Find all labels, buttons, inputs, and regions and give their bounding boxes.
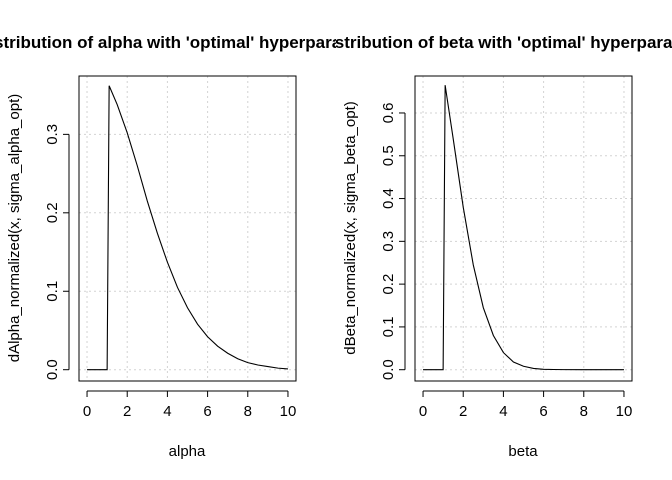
alpha-y-tick-label: 0.2 <box>44 202 61 223</box>
beta-x-tick-label: 4 <box>499 403 507 420</box>
alpha-x-tick-label: 6 <box>203 403 211 420</box>
beta-y-axis-label: dBeta_normalized(x, sigma_beta_opt) <box>342 101 359 354</box>
alpha-panel: 0 2 4 6 8 10 0.0 0.1 0.2 0.3 Distribution of alp… <box>0 33 397 460</box>
alpha-x-axis-label: alpha <box>169 443 206 460</box>
alpha-x-tick-label: 4 <box>163 403 171 420</box>
alpha-x-tick-label: 2 <box>123 403 131 420</box>
beta-panel: 0 2 4 6 8 10 0.0 0.1 0.2 0.3 0.4 0.5 0.6 Distributi… <box>318 33 672 460</box>
alpha-x-tick-label: 10 <box>280 403 297 420</box>
beta-x-tick-label: 10 <box>616 403 633 420</box>
beta-density-line <box>423 85 624 371</box>
beta-y-tick-label: 0.1 <box>380 316 397 337</box>
beta-y-tick-label: 0.4 <box>380 188 397 209</box>
alpha-plot-box <box>78 75 297 382</box>
beta-y-tick-label: 0.2 <box>380 274 397 295</box>
alpha-density-line <box>87 85 289 371</box>
beta-x-axis-label: beta <box>508 443 538 460</box>
alpha-x-tick-label: 0 <box>83 403 91 420</box>
beta-y-tick-label: 0.6 <box>380 103 397 124</box>
alpha-x-tick-label: 8 <box>244 403 252 420</box>
alpha-y-axis-label: dAlpha_normalized(x, sigma_alpha_opt) <box>6 94 23 363</box>
beta-y-tick-label: 0.5 <box>380 145 397 166</box>
beta-plot-box <box>414 75 633 382</box>
alpha-y-tick-label: 0.0 <box>44 359 61 380</box>
beta-x-tick-label: 6 <box>539 403 547 420</box>
beta-y-tick-label: 0.3 <box>380 231 397 252</box>
alpha-y-tick-label: 0.3 <box>44 124 61 145</box>
alpha-chart-title: Distribution of alpha with 'optimal' hyp… <box>0 33 397 52</box>
beta-chart-title: Distribution of beta with 'optimal' hype… <box>318 33 672 52</box>
beta-x-tick-label: 2 <box>459 403 467 420</box>
beta-x-tick-label: 0 <box>419 403 427 420</box>
beta-y-tick-label: 0.0 <box>380 359 397 380</box>
alpha-y-tick-label: 0.1 <box>44 281 61 302</box>
beta-x-tick-label: 8 <box>580 403 588 420</box>
